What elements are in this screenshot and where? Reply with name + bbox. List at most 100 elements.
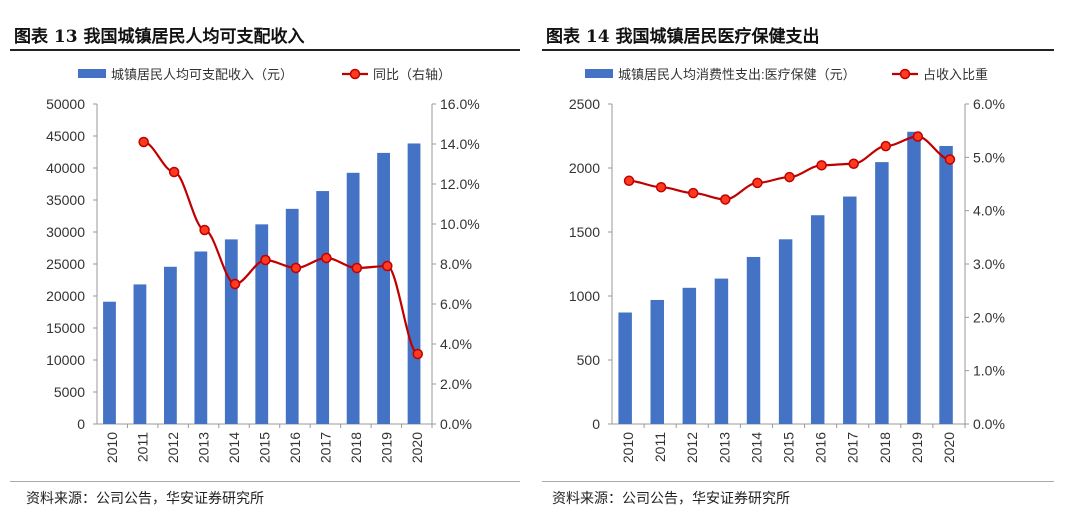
x-tick-label: 2011: [652, 432, 668, 462]
right-tick-label: 8.0%: [440, 256, 472, 272]
left-tick-label: 1500: [569, 224, 600, 240]
left-tick-label: 10000: [46, 352, 85, 368]
right-tick-label: 6.0%: [973, 96, 1005, 112]
left-tick-label: 25000: [46, 256, 85, 272]
x-tick-label: 2015: [781, 432, 797, 463]
bar: [843, 196, 857, 424]
x-tick-label: 2012: [165, 432, 181, 463]
left-tick-label: 20000: [46, 288, 85, 304]
right-tick-label: 2.0%: [440, 376, 472, 392]
x-tick-label: 2010: [104, 432, 120, 463]
legend-bar-label: 城镇居民人均可支配收入（元）: [111, 67, 293, 82]
line-marker: [784, 171, 795, 183]
left-tick-label: 500: [577, 352, 601, 368]
line-marker: [138, 136, 149, 148]
left-tick-label: 2500: [569, 96, 600, 112]
bar: [618, 312, 632, 424]
bar: [133, 284, 147, 424]
left-tick-label: 45000: [46, 128, 85, 144]
bar: [907, 131, 921, 424]
chart-14-title: 图表 14 我国城镇居民医疗保健支出: [546, 27, 820, 47]
bar: [346, 172, 360, 424]
right-tick-label: 0.0%: [973, 416, 1005, 432]
left-tick-label: 35000: [46, 192, 85, 208]
right-tick-label: 10.0%: [440, 216, 480, 232]
bar: [714, 278, 729, 424]
x-tick-label: 2014: [748, 432, 764, 463]
x-tick-label: 2018: [877, 432, 893, 463]
line-marker: [321, 252, 332, 264]
x-tick-label: 2020: [941, 432, 957, 463]
bar: [285, 208, 299, 424]
left-tick-label: 2000: [569, 160, 600, 176]
line-marker: [412, 348, 424, 360]
right-tick-label: 4.0%: [440, 336, 472, 352]
bar: [778, 239, 793, 424]
x-tick-label: 2011: [135, 432, 151, 462]
line-marker: [816, 160, 827, 171]
line-marker: [880, 140, 892, 152]
line-marker: [168, 166, 180, 178]
x-tick-label: 2017: [317, 432, 333, 463]
legend-bar-label: 城镇居民人均消费性支出:医疗保健（元）: [618, 67, 856, 82]
x-tick-label: 2019: [378, 432, 394, 463]
right-tick-label: 0.0%: [440, 416, 472, 432]
right-tick-label: 14.0%: [440, 136, 480, 152]
legend-line-marker: [899, 68, 911, 80]
x-tick-label: 2019: [909, 432, 925, 463]
right-tick-label: 5.0%: [973, 149, 1005, 165]
legend-bar-swatch: [585, 69, 613, 78]
line-marker: [351, 262, 363, 274]
source-divider: [542, 481, 1054, 482]
line-marker: [687, 187, 699, 199]
x-tick-label: 2014: [226, 432, 242, 463]
line-marker: [655, 181, 667, 193]
left-tick-label: 15000: [46, 320, 85, 336]
bar: [224, 239, 238, 424]
x-tick-label: 2016: [287, 432, 303, 463]
line-marker: [382, 260, 393, 272]
right-tick-label: 4.0%: [973, 203, 1005, 219]
right-tick-label: 3.0%: [973, 256, 1005, 272]
x-tick-label: 2010: [620, 432, 636, 463]
left-tick-label: 30000: [46, 224, 85, 240]
series-line: [629, 135, 951, 201]
bar: [316, 191, 330, 424]
line-marker: [912, 131, 924, 142]
chart-13-title: 图表 13 我国城镇居民人均可支配收入: [14, 27, 305, 47]
line-marker: [199, 224, 210, 236]
x-tick-label: 2018: [348, 432, 364, 463]
right-tick-label: 16.0%: [440, 96, 480, 112]
line-marker: [229, 278, 241, 290]
x-tick-label: 2017: [845, 432, 861, 463]
left-tick-label: 50000: [46, 96, 85, 112]
line-marker: [848, 158, 859, 169]
left-tick-label: 40000: [46, 160, 85, 176]
x-tick-label: 2016: [813, 432, 829, 463]
x-tick-label: 2013: [196, 432, 212, 463]
x-tick-label: 2012: [684, 432, 700, 463]
source-divider: [10, 481, 520, 482]
bar: [939, 145, 953, 424]
legend-line-marker: [349, 68, 361, 80]
bar: [164, 266, 177, 424]
line-marker: [623, 175, 635, 187]
line-marker: [752, 177, 763, 189]
bar: [682, 287, 697, 424]
chart-14-source: 资料来源：公司公告，华安证券研究所: [552, 491, 790, 507]
chart-13-source: 资料来源：公司公告，华安证券研究所: [26, 491, 264, 507]
bar: [377, 152, 390, 424]
bar: [746, 256, 761, 424]
line-marker: [290, 262, 302, 274]
title-divider: [10, 49, 520, 51]
bar: [194, 251, 208, 424]
line-marker: [720, 194, 731, 205]
left-tick-label: 0: [592, 416, 600, 432]
x-tick-label: 2020: [409, 432, 425, 463]
line-marker: [260, 254, 271, 266]
bar: [407, 143, 421, 424]
line-marker: [944, 154, 956, 165]
legend-line-label: 同比（右轴）: [373, 67, 451, 82]
